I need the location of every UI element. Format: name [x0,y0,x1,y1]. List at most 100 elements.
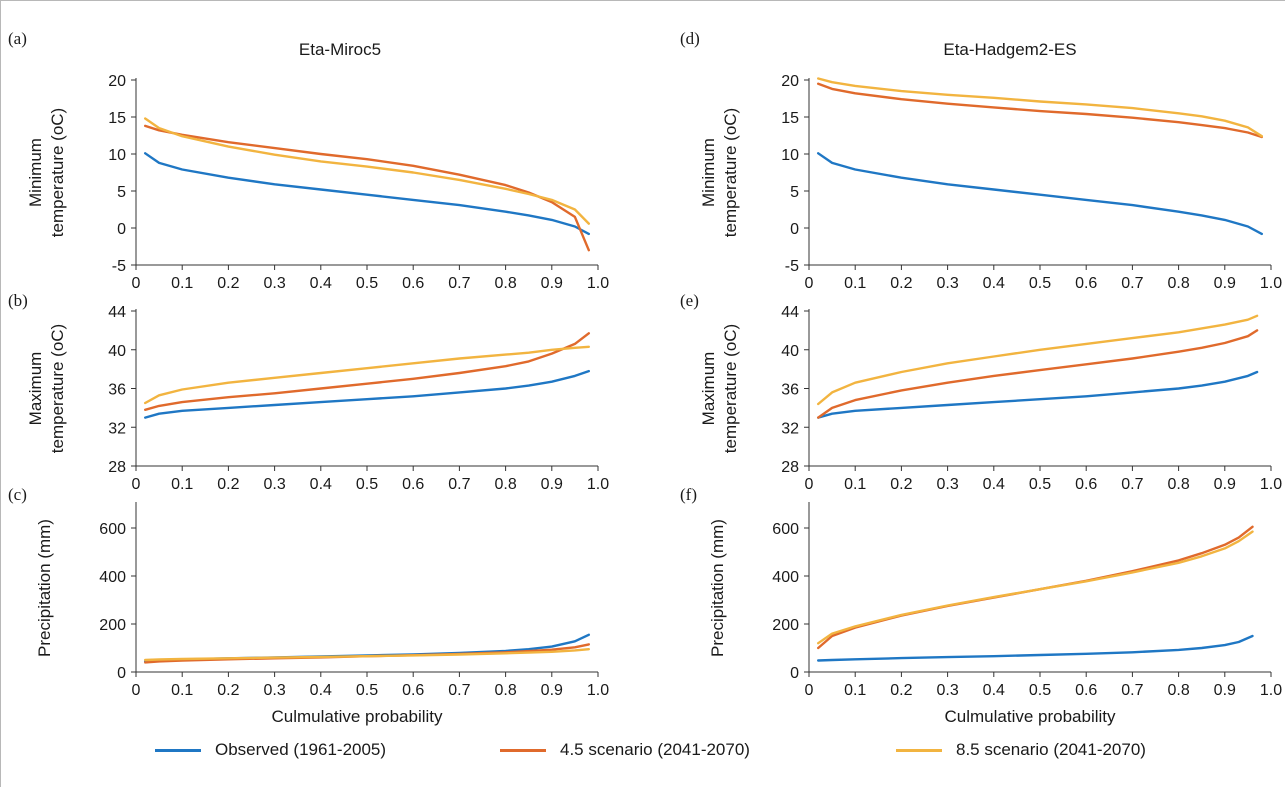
legend: Observed (1961-2005) 4.5 scenario (2041-… [0,735,1287,765]
x-tick-label-a: 0 [132,275,141,292]
x-tick-label-c: 0.5 [356,682,378,699]
x-tick-label-b: 0.6 [402,476,424,493]
x-axis-label-f: Culmulative probability [944,707,1116,726]
x-tick-label-d: 0.8 [1167,275,1189,292]
series-line-observed-f [817,634,1254,662]
x-tick-label-f: 0.3 [936,682,958,699]
x-tick-label-e: 0.8 [1167,476,1189,493]
x-tick-label-d: 0.2 [890,275,912,292]
panel-label-d: (d) [680,29,700,48]
series-line-observed-e [817,370,1259,419]
legend-label-rcp85: 8.5 scenario (2041-2070) [956,740,1146,759]
x-axis-label-c: Culmulative probability [271,707,443,726]
y-tick-label-d: 5 [790,184,799,201]
panel-label-e: (e) [680,291,699,310]
x-tick-label-a: 0.3 [263,275,285,292]
x-tick-label-d: 1.0 [1260,275,1282,292]
y-axis-label-f: Precipitation (mm) [708,519,727,657]
x-tick-label-b: 0.5 [356,476,378,493]
x-tick-label-c: 0.1 [171,682,193,699]
x-tick-label-c: 0 [132,682,141,699]
y-tick-label-f: 200 [772,617,799,634]
y-tick-label-c: 0 [117,665,126,682]
series-line-observed-b [144,369,590,419]
y-tick-label-a: 0 [117,221,126,238]
x-tick-label-f: 0.4 [983,682,1005,699]
legend-swatch-rcp85 [896,748,942,752]
x-tick-label-e: 0.9 [1214,476,1236,493]
x-tick-label-b: 0.4 [310,476,332,493]
x-tick-label-f: 0.2 [890,682,912,699]
x-tick-label-a: 0.2 [217,275,239,292]
x-tick-label-f: 0 [805,682,814,699]
y-tick-label-a: 20 [108,73,126,90]
series-line-rcp45-f [817,525,1254,650]
y-tick-label-e: 36 [781,382,799,399]
series-line-rcp45-d [817,82,1263,139]
legend-label-observed: Observed (1961-2005) [215,740,387,759]
x-tick-label-e: 1.0 [1260,476,1282,493]
series-line-rcp85-b [144,345,590,405]
x-tick-label-d: 0.3 [936,275,958,292]
series-line-observed-a [144,152,590,236]
y-tick-label-f: 600 [772,521,799,538]
x-tick-label-d: 0.1 [844,275,866,292]
y-axis-label-c: Precipitation (mm) [35,519,54,657]
x-tick-label-a: 0.1 [171,275,193,292]
x-tick-label-b: 0.1 [171,476,193,493]
x-tick-label-d: 0.9 [1214,275,1236,292]
legend-swatch-observed [155,748,201,752]
x-tick-label-d: 0.5 [1029,275,1051,292]
y-tick-label-a: 10 [108,147,126,164]
panel-label-a: (a) [8,29,27,48]
y-tick-label-c: 600 [99,521,126,538]
x-tick-label-e: 0.5 [1029,476,1051,493]
x-tick-label-b: 0.8 [494,476,516,493]
y-tick-label-d: -5 [785,258,799,275]
y-tick-label-f: 0 [790,665,799,682]
y-tick-label-f: 400 [772,569,799,586]
x-tick-label-c: 1.0 [587,682,609,699]
x-tick-label-d: 0.7 [1121,275,1143,292]
y-tick-label-e: 44 [781,304,799,321]
y-axis-label-b-line2: temperature (oC) [48,324,67,453]
legend-item-rcp85: 8.5 scenario (2041-2070) [896,735,1146,765]
y-axis-label-e-line2: temperature (oC) [721,324,740,453]
x-tick-label-a: 0.5 [356,275,378,292]
series-line-rcp45-a [144,124,590,252]
x-tick-label-c: 0.8 [494,682,516,699]
x-tick-label-f: 0.7 [1121,682,1143,699]
y-axis-label-a-line2: temperature (oC) [48,108,67,237]
x-tick-label-e: 0.2 [890,476,912,493]
x-tick-label-f: 1.0 [1260,682,1282,699]
x-tick-label-e: 0.6 [1075,476,1097,493]
y-tick-label-e: 32 [781,420,799,437]
y-axis-label-d: Minimum [699,138,718,207]
x-tick-label-c: 0.2 [217,682,239,699]
series-line-rcp85-c [144,648,590,662]
series-line-rcp85-e [817,314,1259,406]
panel-label-f: (f) [680,485,697,504]
y-tick-label-b: 44 [108,304,126,321]
y-tick-label-d: 15 [781,110,799,127]
x-tick-label-e: 0.1 [844,476,866,493]
x-tick-label-d: 0.4 [983,275,1005,292]
x-tick-label-a: 0.9 [541,275,563,292]
y-tick-label-e: 40 [781,343,799,360]
series-line-rcp45-e [817,329,1259,419]
y-axis-label-b: Maximum [26,352,45,426]
legend-swatch-rcp45 [500,748,546,752]
x-tick-label-b: 0.2 [217,476,239,493]
y-tick-label-d: 20 [781,73,799,90]
x-tick-label-b: 0 [132,476,141,493]
panel-label-b: (b) [8,291,28,310]
y-tick-label-d: 0 [790,221,799,238]
y-tick-label-b: 28 [108,459,126,476]
column-title-right: Eta-Hadgem2-ES [943,40,1076,59]
y-tick-label-d: 10 [781,147,799,164]
x-tick-label-b: 0.3 [263,476,285,493]
x-tick-label-e: 0 [805,476,814,493]
x-tick-label-f: 0.8 [1167,682,1189,699]
